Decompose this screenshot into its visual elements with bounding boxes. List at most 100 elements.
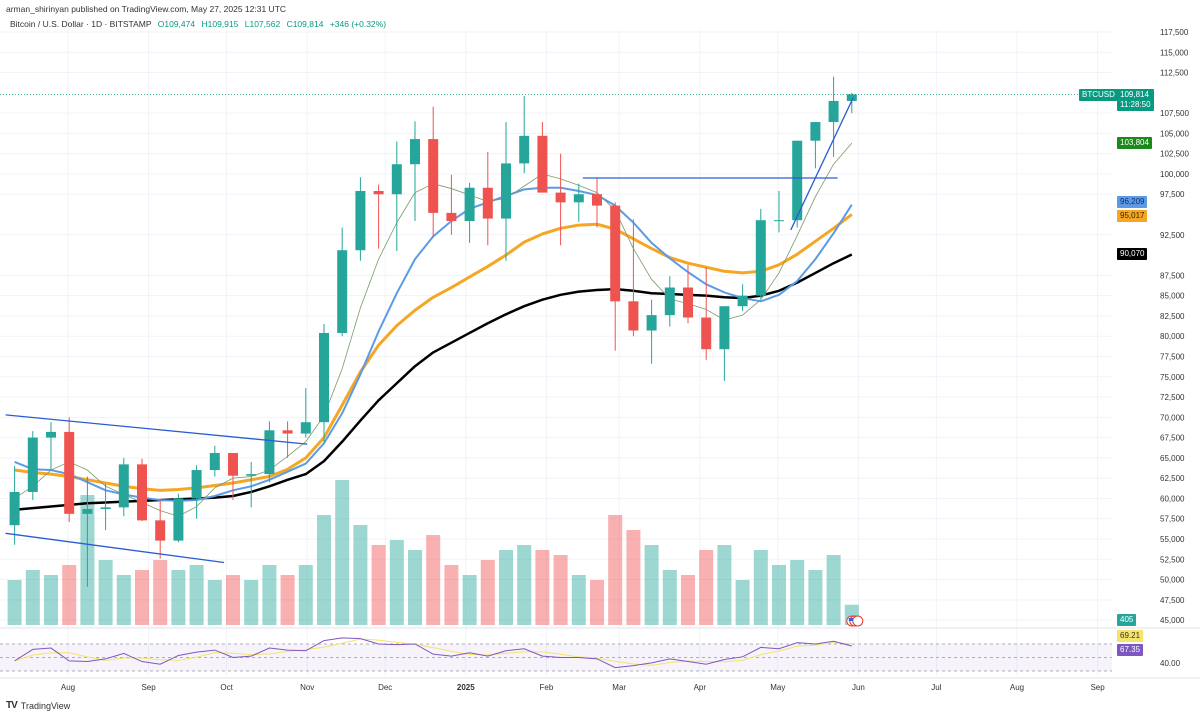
candle-body	[846, 94, 857, 101]
candle-body	[464, 187, 475, 222]
candle-body	[191, 470, 202, 499]
candle-body	[555, 192, 566, 203]
volume-badge: 405	[1117, 614, 1137, 626]
candle-body	[64, 431, 75, 514]
volume-bar	[826, 555, 841, 625]
candle	[410, 121, 420, 222]
volume-bar	[717, 545, 732, 625]
volume-bar	[135, 570, 149, 625]
volume-bar	[444, 565, 459, 625]
volume-bar	[353, 525, 368, 625]
volume-bar	[25, 570, 40, 625]
candle-body	[319, 332, 329, 423]
candle-body	[573, 194, 584, 203]
rsi-ma-line	[14, 638, 852, 666]
ma200-line	[14, 253, 853, 512]
volume-bar	[499, 550, 513, 625]
trendline-channel-upper	[5, 414, 308, 445]
tradingview-logo[interactable]: TV TradingView	[6, 700, 70, 711]
candle	[155, 500, 166, 559]
candle-body	[537, 135, 548, 193]
time-tick-label: Oct	[220, 683, 233, 692]
candle-body	[410, 139, 420, 165]
candle-body	[155, 520, 166, 541]
candle	[737, 284, 748, 312]
time-tick-label: Jun	[852, 683, 865, 692]
volume-bar	[280, 575, 295, 625]
candle	[555, 153, 566, 246]
candle-body	[100, 507, 111, 509]
last-price: 109,814	[1120, 90, 1149, 99]
candle	[646, 299, 657, 364]
volume-bar	[244, 580, 259, 625]
candle-body	[337, 250, 348, 333]
volume-bar	[517, 545, 532, 625]
price-tick-label: 62,500	[1160, 474, 1185, 483]
candle-body	[391, 164, 402, 195]
candle	[373, 184, 384, 249]
candle	[519, 96, 530, 174]
symbol-legend: Bitcoin / U.S. Dollar · 1D · BITSTAMP O1…	[10, 19, 386, 29]
candle-body	[519, 135, 530, 164]
volume-bar	[590, 580, 604, 625]
candle-body	[173, 498, 184, 541]
candle	[446, 174, 457, 235]
candle	[774, 190, 784, 233]
price-tick-label: 92,500	[1160, 231, 1185, 240]
volume-bar	[571, 575, 586, 625]
price-tick-label: 100,000	[1160, 170, 1189, 179]
volume-bar	[553, 555, 568, 625]
candle	[428, 106, 439, 238]
volume-bar	[753, 550, 768, 625]
candle-body	[27, 437, 38, 492]
candle	[755, 208, 766, 299]
ma100-line	[14, 213, 853, 492]
ohlc-high: H109,915	[201, 19, 239, 29]
candle	[501, 122, 511, 261]
candle-body	[264, 430, 275, 475]
bar-countdown: 11:28:50	[1120, 100, 1151, 109]
candle	[628, 219, 639, 337]
candle	[100, 483, 111, 531]
ohlc-close: C109,814	[286, 19, 324, 29]
candle-body	[300, 422, 311, 434]
volume-bar	[226, 575, 240, 625]
price-tick-label: 67,500	[1160, 434, 1185, 443]
candle-body	[228, 453, 238, 476]
volume-bar	[317, 515, 331, 625]
volume-bar	[462, 575, 477, 625]
volume-bar	[408, 550, 422, 625]
time-tick-label: Nov	[300, 683, 314, 692]
volume-bar	[371, 545, 386, 625]
volume-bar	[426, 535, 441, 625]
candle-body	[628, 301, 639, 331]
price-tick-label: 115,000	[1160, 48, 1189, 57]
trendline-channel-lower	[5, 532, 225, 564]
candle-body	[646, 315, 657, 331]
trendline-rising-support	[790, 97, 854, 231]
volume-bar	[480, 560, 495, 625]
ohlc-low: L107,562	[244, 19, 281, 29]
candle	[137, 458, 147, 522]
candle	[27, 431, 38, 501]
volume-bar	[735, 580, 750, 625]
candle	[719, 306, 730, 381]
candle	[228, 453, 238, 501]
candle	[683, 264, 693, 324]
candle-body	[46, 431, 56, 438]
candle-body	[118, 464, 129, 508]
candle	[391, 141, 402, 252]
time-tick-label: May	[770, 683, 785, 692]
price-tick-label: 105,000	[1160, 129, 1189, 138]
candle-body	[592, 194, 602, 206]
candle	[82, 476, 93, 587]
time-tick-label: Sep	[141, 683, 156, 692]
candle	[537, 122, 548, 193]
price-tick-label: 97,500	[1160, 190, 1185, 199]
candle	[355, 177, 366, 261]
price-tick-label: 80,000	[1160, 332, 1185, 341]
volume-bar	[626, 530, 641, 625]
candle-body	[9, 491, 20, 526]
volume-bar	[153, 560, 168, 625]
